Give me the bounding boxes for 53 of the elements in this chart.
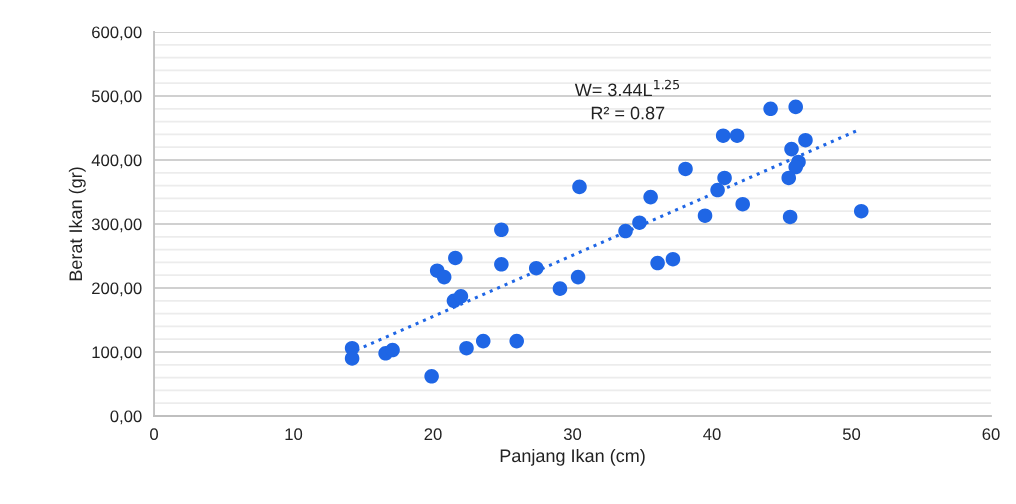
point [763, 101, 778, 117]
x-axis-title: Panjang Ikan (cm) [500, 448, 645, 466]
point [729, 128, 745, 143]
point [782, 209, 798, 225]
point [475, 333, 491, 349]
y-tick-label: 300,00 [91, 218, 142, 233]
y-tick-label: 500,00 [91, 90, 142, 105]
point [459, 340, 474, 356]
y-tick-label: 600,00 [92, 26, 142, 41]
point [678, 161, 693, 177]
point [788, 159, 803, 175]
point [494, 257, 509, 272]
point [494, 222, 509, 238]
point [788, 99, 803, 115]
x-tick-label: 0 [150, 428, 159, 441]
point [784, 141, 799, 157]
y-axis-title: Berat Ikan (gr) [68, 167, 86, 281]
point [735, 196, 750, 212]
point [572, 179, 587, 195]
point [570, 269, 586, 285]
annotation: R² = 0.87 [591, 106, 665, 120]
point [448, 250, 463, 266]
point [798, 132, 813, 148]
point [697, 208, 713, 223]
x-tick-label: 10 [285, 428, 303, 441]
y-tick-label: 0,00 [110, 410, 142, 425]
annotation: W= 3.44L$^{1.25}$ [574, 79, 680, 97]
point [528, 260, 544, 276]
x-tick-label: 40 [703, 428, 721, 441]
point [385, 342, 400, 358]
point [643, 189, 658, 205]
point [618, 223, 633, 239]
point [453, 289, 469, 304]
point [710, 182, 725, 198]
point [717, 170, 732, 186]
point [424, 369, 439, 384]
point [781, 170, 797, 186]
point [853, 203, 869, 219]
point [632, 215, 647, 231]
point [650, 255, 665, 271]
point [715, 128, 731, 143]
point [344, 351, 360, 366]
y-tick-label: 100,00 [92, 346, 142, 361]
y-tick-label: 200,00 [92, 282, 142, 297]
point [665, 251, 681, 267]
point [509, 333, 524, 349]
point [436, 269, 452, 285]
x-tick-label: 30 [563, 428, 582, 441]
x-tick-label: 60 [982, 428, 1000, 441]
x-tick-label: 50 [842, 428, 861, 441]
y-tick-label: 400,00 [91, 154, 142, 169]
point [552, 281, 568, 296]
x-tick-label: 20 [424, 428, 442, 441]
